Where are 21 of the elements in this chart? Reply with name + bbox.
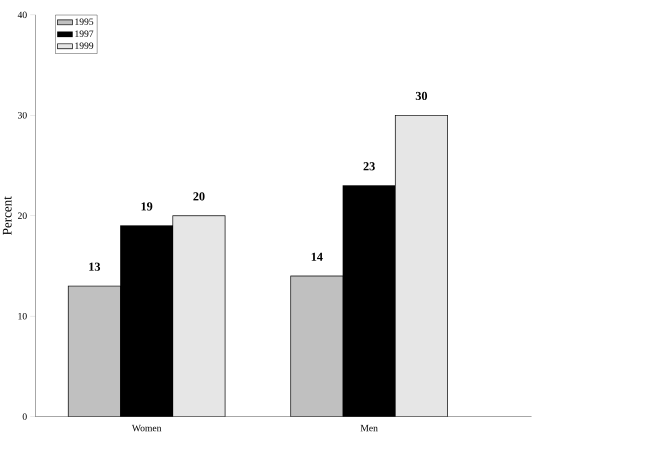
bar bbox=[68, 286, 121, 417]
y-tick-label: 20 bbox=[18, 212, 27, 220]
y-axis-title: Percent bbox=[2, 196, 12, 236]
data-label: 20 bbox=[193, 192, 205, 201]
data-label: 19 bbox=[142, 202, 152, 211]
x-tick-label: Women bbox=[132, 425, 162, 432]
legend-label: 1997 bbox=[75, 30, 94, 38]
bar bbox=[172, 216, 226, 417]
legend-label: 1995 bbox=[75, 18, 94, 26]
bar bbox=[290, 276, 344, 417]
data-label: 23 bbox=[364, 162, 375, 171]
x-tick-label: Men bbox=[360, 425, 378, 432]
y-tick-label: 30 bbox=[18, 112, 27, 119]
bar bbox=[394, 115, 448, 417]
y-tick-label: 0 bbox=[22, 414, 27, 420]
legend-label: 1999 bbox=[75, 42, 94, 50]
data-label: 30 bbox=[416, 92, 428, 100]
data-label: 14 bbox=[312, 252, 323, 261]
y-tick-label: 40 bbox=[18, 12, 27, 18]
y-tick-label: 10 bbox=[18, 313, 27, 320]
data-label: 13 bbox=[89, 262, 100, 272]
